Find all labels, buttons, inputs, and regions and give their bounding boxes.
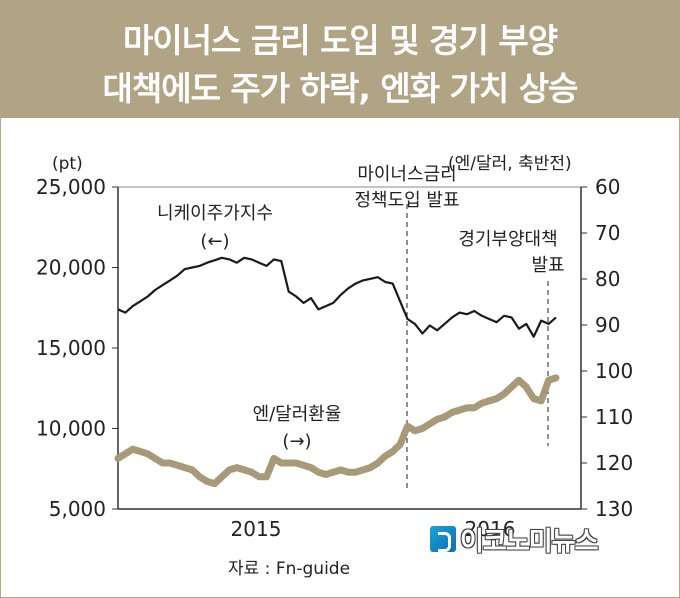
right-tick-label: 70: [595, 221, 620, 245]
right-tick-label: 110: [595, 405, 633, 429]
series-label-nikkei: 니케이주가지수: [157, 203, 273, 224]
right-tick-label: 80: [595, 267, 620, 291]
right-tick-labels: 60 70 80 90 100 110 120 130: [581, 175, 633, 521]
x-tick-2016: 2016: [465, 517, 516, 541]
chart-title-line-2: 대책에도 주가 하락, 엔화 가치 상승: [102, 69, 578, 108]
logo-mark-icon: [430, 526, 456, 552]
series-line-yen: [114, 374, 560, 488]
right-tick-label: 60: [595, 175, 620, 199]
x-tick-2015: 2015: [231, 517, 282, 541]
right-tick-label: 100: [595, 359, 633, 383]
left-tick-label: 20,000: [36, 256, 106, 280]
source-note: 자료 : Fn-guide: [228, 559, 350, 579]
right-tick-label: 90: [595, 313, 620, 337]
right-axis-unit: (엔/달러, 축반전): [448, 154, 572, 174]
brand-logo: 이코노미뉴스: [430, 524, 599, 557]
annotation-negative-rate-line2: 정책도입 발표: [354, 190, 459, 211]
right-tick-label: 120: [595, 451, 633, 475]
left-tick-label: 15,000: [36, 336, 106, 360]
annotation-stimulus-line2: 발표: [531, 255, 564, 276]
title-bar: 마이너스 금리 도입 및 경기 부양 대책에도 주가 하락, 엔화 가치 상승: [0, 0, 680, 118]
left-axis-unit: (pt): [52, 154, 83, 174]
right-tick-label: 130: [595, 497, 633, 521]
series-axis-note-nikkei: (←): [200, 231, 229, 252]
left-tick-labels: 25,000 20,000 15,000 10,000 5,000: [36, 175, 118, 521]
series-label-yen: 엔/달러환율: [253, 404, 342, 425]
chart-title-line-1: 마이너스 금리 도입 및 경기 부양: [122, 21, 558, 60]
left-tick-label: 5,000: [49, 497, 106, 521]
left-tick-label: 25,000: [36, 175, 106, 199]
series-axis-note-yen: (→): [282, 431, 311, 452]
logo-text: 이코노미뉴스: [460, 526, 599, 557]
annotation-stimulus-line1: 경기부양대책: [458, 229, 557, 250]
series-line-nikkei: [117, 256, 557, 338]
annotation-negative-rate-line1: 마이너스금리: [357, 164, 456, 185]
left-tick-label: 10,000: [36, 417, 106, 441]
